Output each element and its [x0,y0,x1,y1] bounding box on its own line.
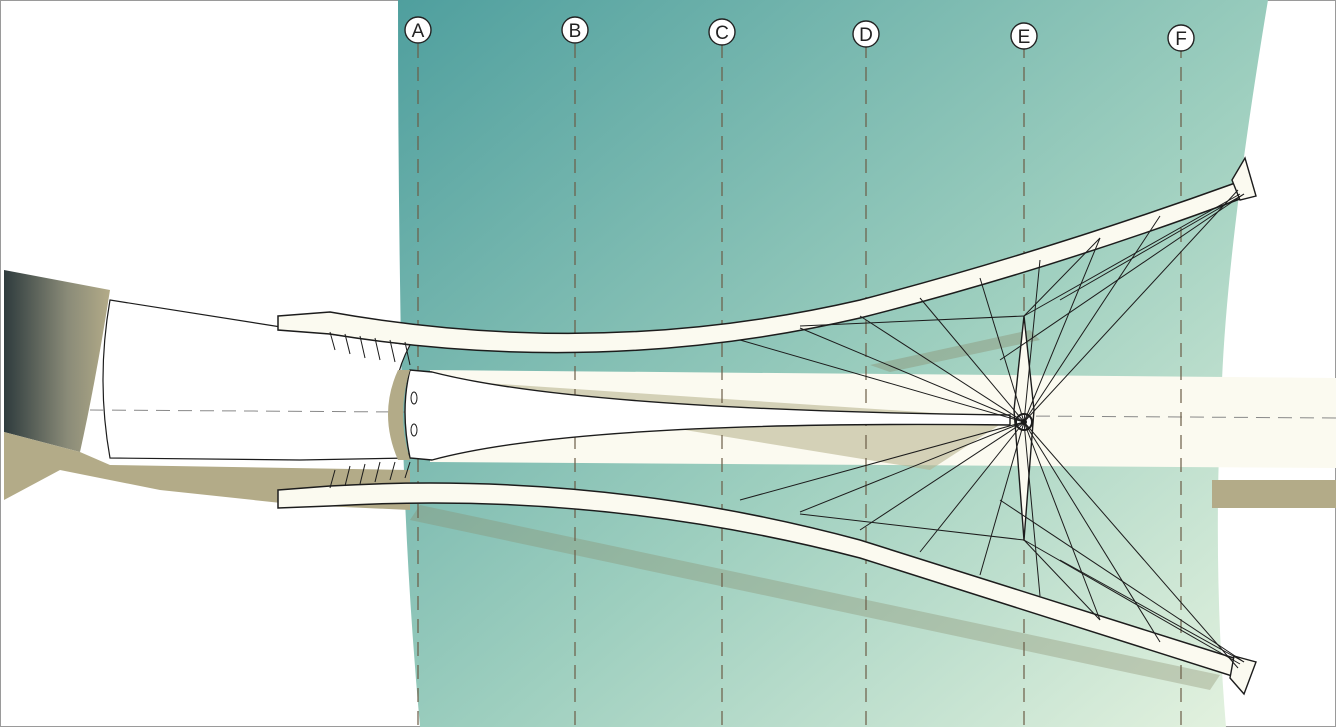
lower-abutment-end [1229,655,1257,696]
grid-label-a: A [412,21,425,42]
river-water [398,0,1268,727]
arm-hatching [329,331,411,489]
grid-label-e: E [1018,27,1031,48]
grid-bubble-d: D [852,20,880,48]
grid-bubble-b: B [561,16,589,44]
deck-opening-lower [410,423,418,437]
grid-bubble-e: E [1010,22,1038,50]
grid-bubble-c: C [708,18,736,46]
mast-shadow [870,330,1040,372]
grid-label-f: F [1175,29,1187,50]
right-bank-strip [1212,480,1336,508]
grid-bubbles: A B C D E F [404,16,1195,52]
grid-label-b: B [569,21,582,42]
approach-road [102,299,411,461]
deck-landing [388,370,410,460]
grid-label-d: D [859,25,873,46]
grid-bubble-f: F [1167,24,1195,52]
grid-label-c: C [715,23,729,44]
cable-fan [739,189,1245,669]
upper-abutment-end [1231,156,1257,201]
central-deck [404,369,1011,461]
arm-shadow [410,505,1220,690]
deck-opening-upper [410,391,418,405]
left-embankment [4,270,110,452]
grid-bubble-a: A [404,16,432,44]
